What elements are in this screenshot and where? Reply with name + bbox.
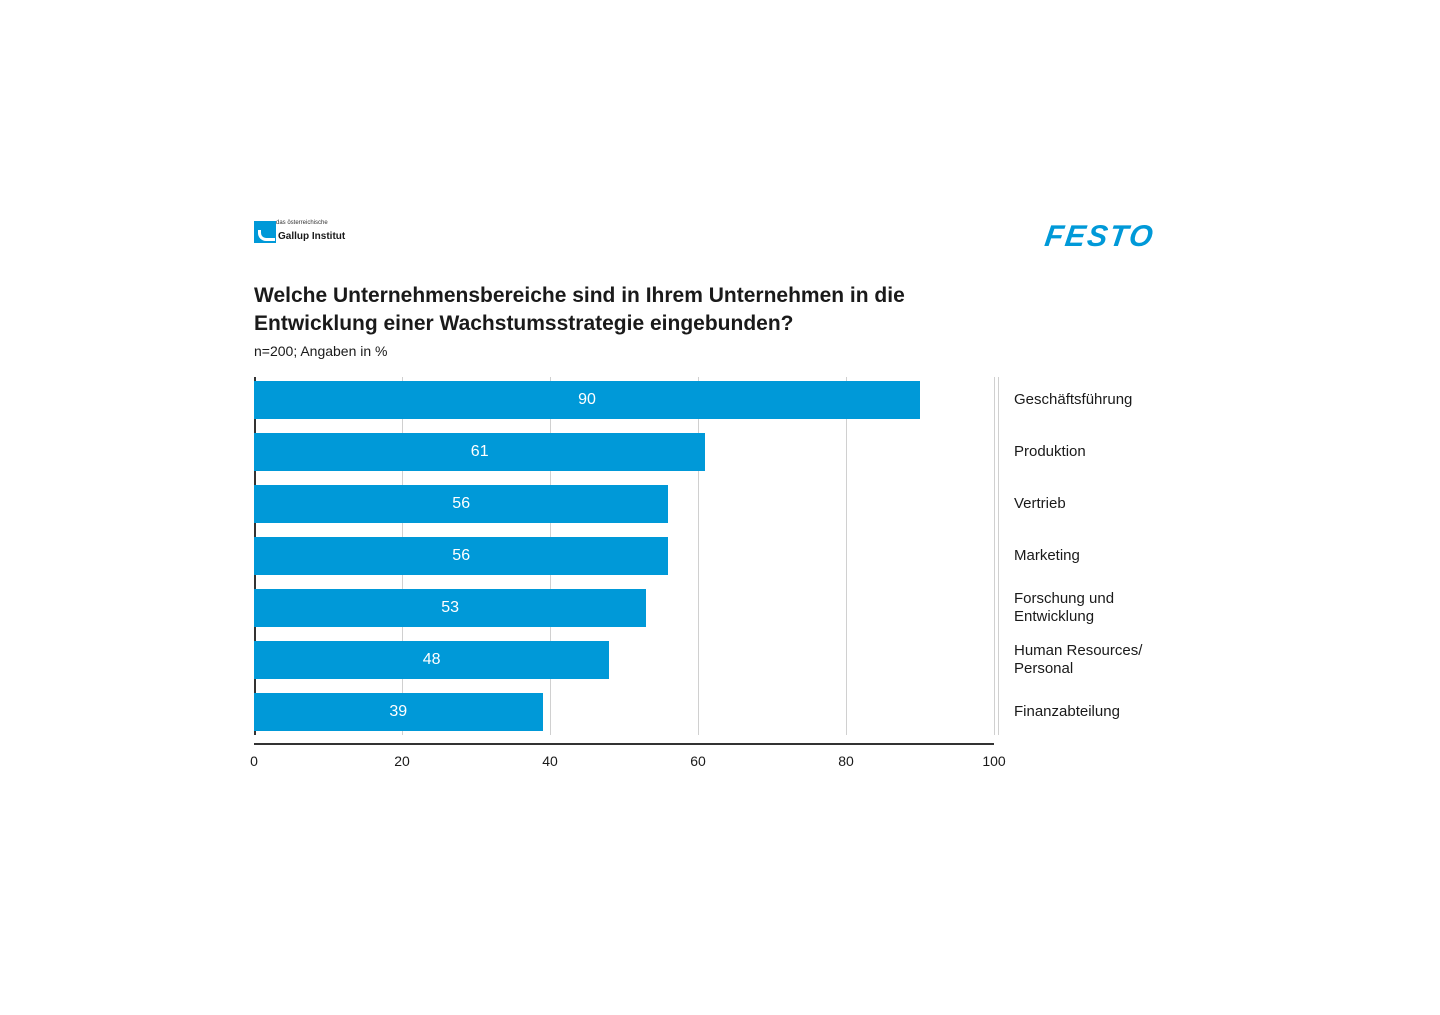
header-row: das österreichische Gallup Institut FEST… xyxy=(254,220,1194,254)
category-label: Finanzabteilung xyxy=(1014,693,1194,731)
category-label: Forschung und Entwicklung xyxy=(1014,589,1194,627)
gallup-logo-pretext: das österreichische xyxy=(276,220,345,226)
bar-value-label: 56 xyxy=(452,495,470,513)
category-label: Geschäftsführung xyxy=(1014,381,1194,419)
bar-row: 53 xyxy=(254,589,994,627)
bar-value-label: 48 xyxy=(423,651,441,669)
bar-row: 39 xyxy=(254,693,994,731)
bar-row: 48 xyxy=(254,641,994,679)
category-label: Vertrieb xyxy=(1014,485,1194,523)
chart-bar: 61 xyxy=(254,433,705,471)
chart-subtitle: n=200; Angaben in % xyxy=(254,343,1194,359)
chart-plot-area: 90615656534839 020406080100 xyxy=(254,377,994,773)
x-tick-label: 0 xyxy=(250,753,258,769)
chart-bar: 39 xyxy=(254,693,543,731)
x-axis-line xyxy=(254,743,994,745)
bar-value-label: 39 xyxy=(389,703,407,721)
x-tick-label: 40 xyxy=(542,753,558,769)
y-label-divider xyxy=(998,377,999,735)
category-label: Human Resources/ Personal xyxy=(1014,641,1194,679)
chart-plot: 90 61 56 56 53 48 39 xyxy=(254,377,994,735)
chart-bars: 90 61 56 56 53 48 39 xyxy=(254,377,994,735)
bar-value-label: 61 xyxy=(471,443,489,461)
x-axis: 020406080100 xyxy=(254,743,994,773)
bar-row: 56 xyxy=(254,485,994,523)
gallup-logo-icon xyxy=(254,221,276,243)
gridline xyxy=(994,377,995,735)
bar-row: 90 xyxy=(254,381,994,419)
chart-bar: 56 xyxy=(254,485,668,523)
category-label: Marketing xyxy=(1014,537,1194,575)
x-tick-label: 80 xyxy=(838,753,854,769)
chart-bar: 48 xyxy=(254,641,609,679)
category-label: Produktion xyxy=(1014,433,1194,471)
bar-value-label: 56 xyxy=(452,547,470,565)
bar-row: 61 xyxy=(254,433,994,471)
chart-bar: 53 xyxy=(254,589,646,627)
chart-container: das österreichische Gallup Institut FEST… xyxy=(254,220,1194,773)
bar-row: 56 xyxy=(254,537,994,575)
x-tick-label: 100 xyxy=(982,753,1005,769)
x-tick-label: 60 xyxy=(690,753,706,769)
chart-bar: 56 xyxy=(254,537,668,575)
bar-value-label: 53 xyxy=(441,599,459,617)
gallup-logo: das österreichische Gallup Institut xyxy=(254,220,345,244)
chart-bar: 90 xyxy=(254,381,920,419)
bar-value-label: 90 xyxy=(578,391,596,409)
chart-title: Welche Unternehmensbereiche sind in Ihre… xyxy=(254,282,954,339)
chart-wrap: 90615656534839 020406080100 Geschäftsfüh… xyxy=(254,377,1194,773)
festo-logo: FESTO xyxy=(1042,220,1156,254)
x-tick-label: 20 xyxy=(394,753,410,769)
gallup-logo-text: Gallup Institut xyxy=(278,231,345,242)
